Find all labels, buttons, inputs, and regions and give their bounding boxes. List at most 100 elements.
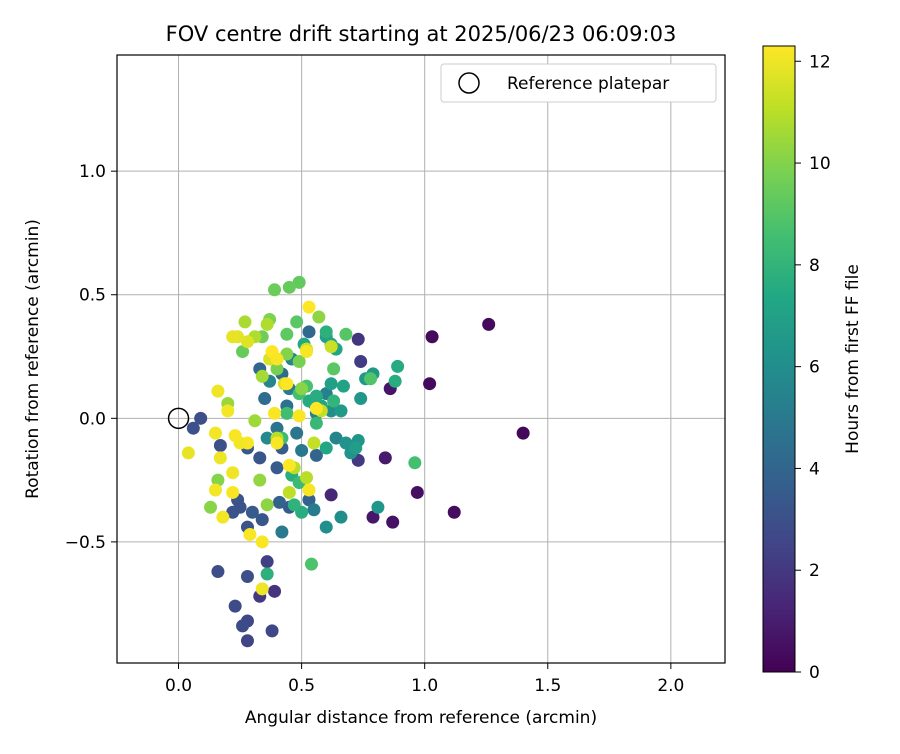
legend: Reference platepar (440, 63, 717, 103)
data-point (255, 582, 269, 596)
data-point (236, 345, 250, 359)
data-point (300, 345, 314, 359)
data-point (386, 515, 400, 529)
colorbar-label: Hours from first FF file (843, 264, 863, 454)
data-point (307, 503, 321, 517)
data-point (228, 599, 242, 613)
data-point (208, 483, 222, 497)
data-point (268, 406, 282, 420)
data-point (253, 473, 267, 487)
data-point (336, 379, 350, 393)
y-tick-label: 0.0 (79, 409, 106, 429)
x-tick-label: 1.0 (411, 676, 438, 696)
x-tick-label: 2.0 (657, 676, 684, 696)
data-point (425, 330, 439, 344)
data-point (302, 493, 316, 507)
x-tick-label: 0.0 (165, 676, 192, 696)
data-point (226, 330, 240, 344)
x-axis-ticks: 0.0 0.5 1.0 1.5 2.0 (165, 663, 684, 696)
data-point (307, 436, 321, 450)
data-point (327, 394, 341, 408)
colorbar-gradient (762, 45, 796, 673)
data-point (295, 443, 309, 457)
data-point (213, 451, 227, 465)
data-point (260, 431, 274, 445)
data-point (270, 362, 284, 376)
data-point (255, 513, 269, 527)
y-tick-label: 1.0 (79, 162, 106, 182)
plot-frame (116, 54, 726, 664)
legend-box (440, 63, 717, 103)
data-point (236, 619, 250, 633)
data-point (319, 325, 333, 339)
data-point (226, 485, 240, 499)
data-point (292, 275, 306, 289)
colorbar-ticks: 0 2 4 6 8 10 12 (795, 52, 831, 683)
data-point (287, 498, 301, 512)
data-point (240, 335, 254, 349)
data-point (282, 280, 296, 294)
x-axis-label: Angular distance from reference (arcmin) (245, 708, 597, 728)
data-point (324, 404, 338, 418)
data-point (260, 555, 274, 569)
colorbar-tick-label: 0 (809, 663, 820, 683)
data-point (282, 485, 296, 499)
data-point (388, 374, 402, 388)
colorbar-tick-label: 2 (809, 561, 820, 581)
data-point (312, 310, 326, 324)
y-tick-label: −0.5 (65, 533, 106, 553)
data-point (304, 557, 318, 571)
data-point (482, 317, 496, 331)
colorbar-tick-label: 4 (809, 459, 820, 479)
data-point (447, 505, 461, 519)
data-point (240, 569, 254, 583)
data-point (211, 473, 225, 487)
data-point (260, 317, 274, 331)
data-point (324, 377, 338, 391)
x-tick-label: 0.5 (288, 676, 315, 696)
data-point (319, 441, 333, 455)
data-point (270, 461, 284, 475)
grid-lines (117, 55, 725, 663)
colorbar-tick-label: 8 (809, 256, 820, 276)
data-point (275, 525, 289, 539)
data-point (260, 498, 274, 512)
legend-marker-icon (458, 72, 480, 94)
data-point (319, 520, 333, 534)
legend-label: Reference platepar (507, 74, 669, 94)
data-point (260, 567, 274, 581)
data-point (280, 406, 294, 420)
data-point (292, 354, 306, 368)
data-point (327, 362, 341, 376)
x-tick-label: 1.5 (534, 676, 561, 696)
data-point (366, 510, 380, 524)
data-point (324, 488, 338, 502)
data-point (302, 325, 316, 339)
data-point (270, 421, 284, 435)
data-point (268, 283, 282, 297)
data-point (309, 416, 323, 430)
data-point (309, 389, 323, 403)
colorbar-tick-label: 6 (809, 358, 820, 378)
data-point (410, 485, 424, 499)
data-point (349, 441, 363, 455)
data-point (226, 505, 240, 519)
data-point (208, 426, 222, 440)
data-point (324, 340, 338, 354)
data-point (245, 505, 259, 519)
data-point (255, 369, 269, 383)
data-point (295, 382, 309, 396)
data-point (354, 392, 368, 406)
data-point (238, 315, 252, 329)
data-point (371, 500, 385, 514)
data-point (226, 466, 240, 480)
chart-title: FOV centre drift starting at 2025/06/23 … (166, 22, 677, 46)
y-axis-ticks: −0.5 0.0 0.5 1.0 (65, 162, 117, 553)
data-point (354, 354, 368, 368)
data-point (204, 500, 218, 514)
data-point (213, 439, 227, 453)
data-point (290, 426, 304, 440)
colorbar-tick-label: 10 (809, 154, 831, 174)
data-point (391, 359, 405, 373)
